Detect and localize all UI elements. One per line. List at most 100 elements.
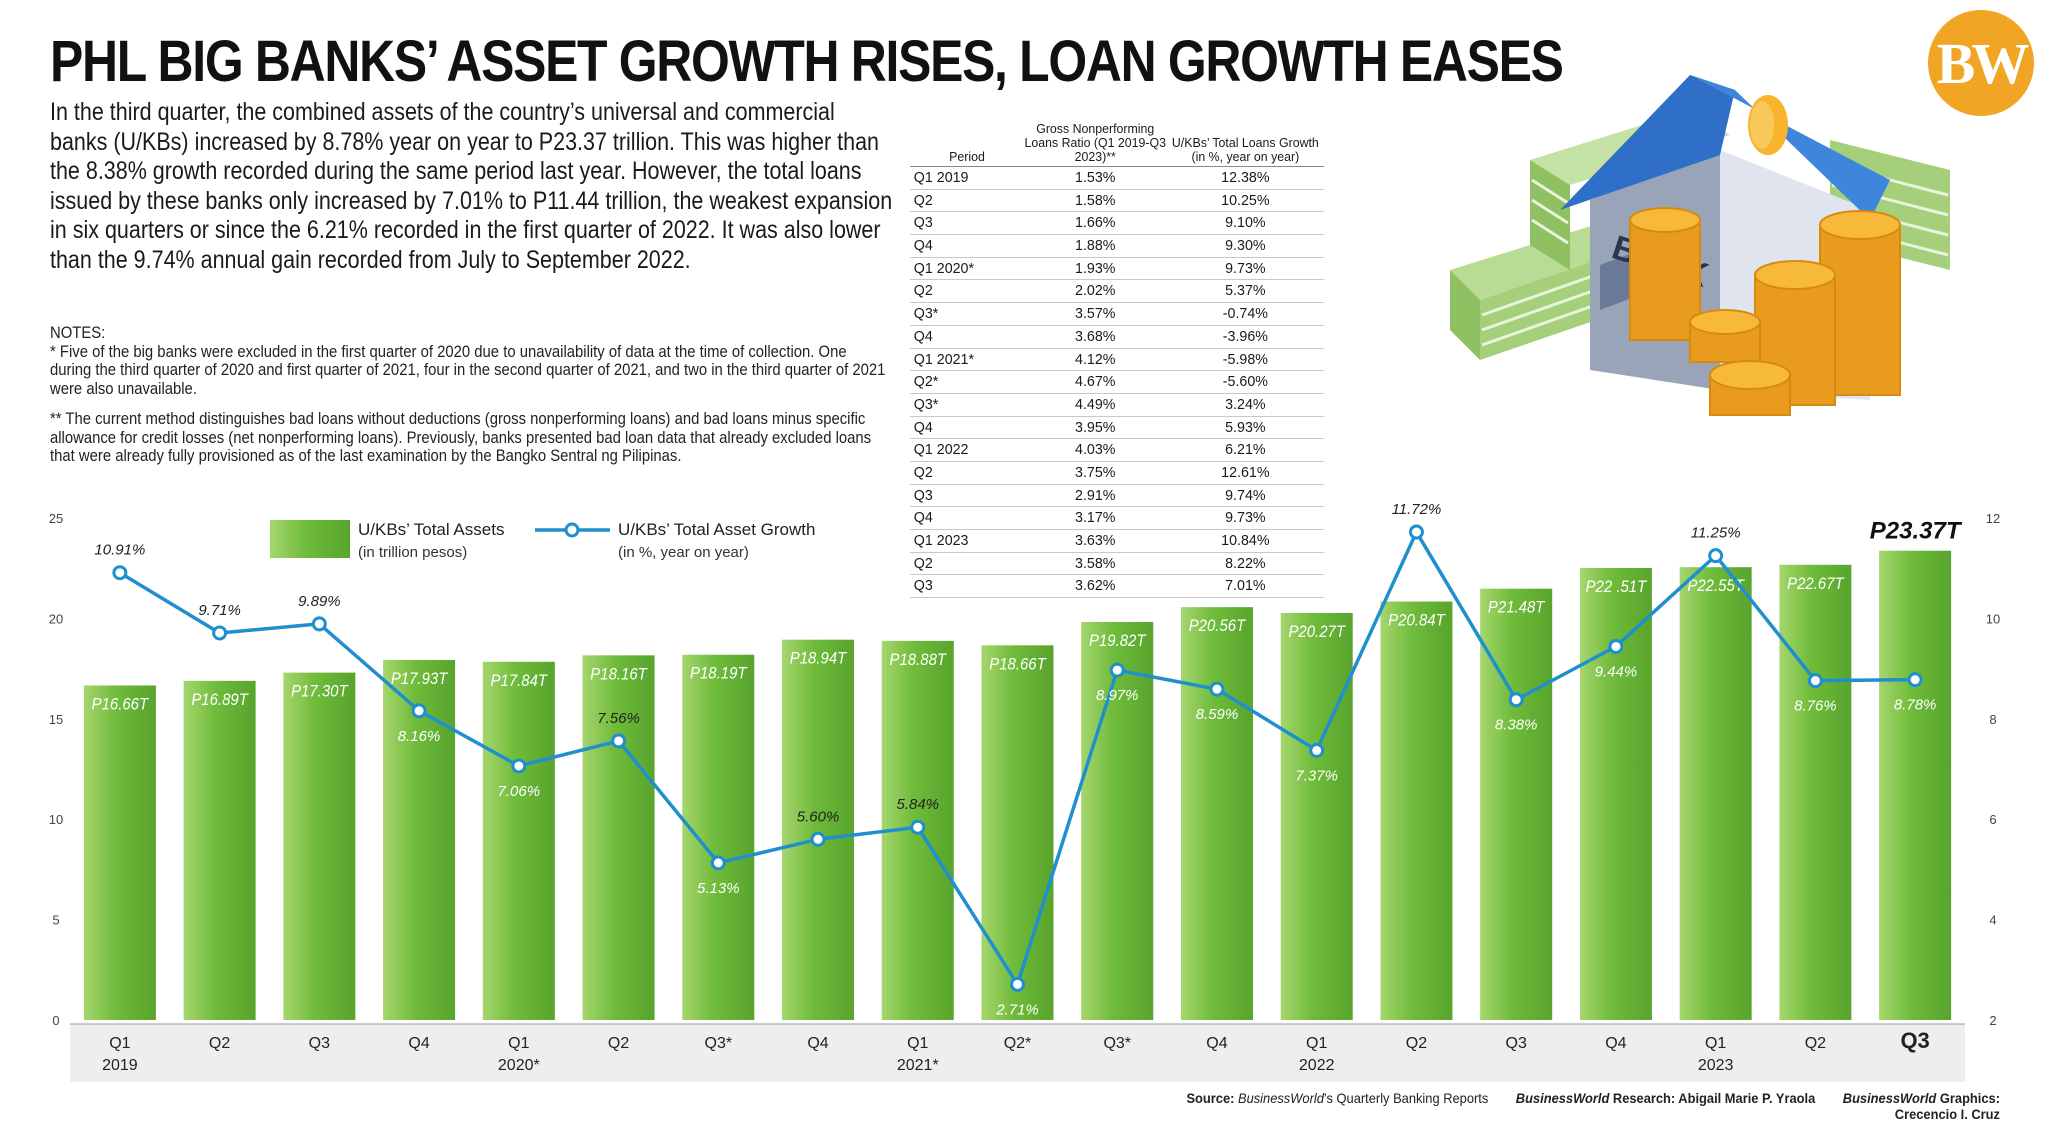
bar — [1280, 612, 1353, 1020]
bar — [83, 685, 156, 1020]
table-cell-period: Q2* — [913, 373, 939, 391]
growth-value-label: 5.84% — [896, 796, 939, 813]
table-cell-period: Q2 — [913, 554, 933, 572]
note-2: ** The current method distinguishes bad … — [50, 410, 872, 465]
growth-value-label: 2.71% — [995, 1001, 1039, 1018]
x-tick-label: Q1 — [1306, 1035, 1327, 1052]
bar-value-label: P22.67T — [1787, 575, 1845, 593]
legend-line-label: U/KBs’ Total Asset Growth — [618, 520, 815, 539]
bar-value-label: P19.82T — [1089, 632, 1147, 650]
table-header-loans: U/KBs’ Total Loans Growth (in %, year on… — [1171, 135, 1319, 164]
table-row: Q3* 3.57% -0.74% — [910, 303, 1325, 326]
x-tick-label: Q1 — [1705, 1035, 1726, 1052]
growth-value-label: 11.25% — [1691, 525, 1741, 542]
growth-value-label: 8.76% — [1794, 698, 1837, 715]
table-cell-period: Q1 2021* — [913, 350, 975, 368]
table-row: Q2 1.58% 10.25% — [910, 190, 1325, 213]
bar-value-label: P18.94T — [790, 650, 848, 668]
y-left-tick-label: 10 — [49, 812, 63, 827]
table-cell-loans: 12.38% — [1221, 169, 1270, 186]
growth-point — [212, 625, 228, 641]
legend-line-marker — [564, 522, 580, 538]
x-tick-year-label: 2019 — [102, 1057, 138, 1074]
x-tick-label: Q4 — [1206, 1035, 1227, 1052]
bar — [682, 654, 755, 1020]
growth-value-label: 5.60% — [797, 808, 840, 825]
table-cell-period: Q3 — [913, 486, 933, 504]
x-tick-year-label: 2023 — [1698, 1057, 1734, 1074]
growth-value-label: 11.72% — [1392, 501, 1442, 518]
table-cell-npl: 3.95% — [1075, 418, 1116, 436]
growth-point — [1010, 976, 1025, 992]
bar — [1380, 601, 1453, 1020]
growth-value-label: 8.16% — [398, 728, 441, 745]
table-cell-npl: 2.91% — [1075, 486, 1116, 504]
notes: NOTES: * Five of the big banks were excl… — [50, 324, 887, 478]
x-tick-label: Q4 — [408, 1035, 429, 1052]
table-cell-loans: 7.01% — [1225, 577, 1266, 595]
table-cell-npl: 4.49% — [1075, 395, 1116, 413]
y-left-tick-label: 20 — [49, 611, 63, 626]
table-row: Q1 2020* 1.93% 9.73% — [910, 258, 1325, 281]
bar-value-label: P20.56T — [1189, 617, 1247, 635]
growth-value-label: 5.13% — [697, 880, 740, 897]
table-header: Period Gross Nonperforming Loans Ratio (… — [910, 108, 1325, 167]
table-cell-loans: -3.96% — [1222, 327, 1268, 345]
x-tick-label: Q2 — [209, 1035, 230, 1052]
table-header-period: Period — [949, 149, 985, 164]
table-cell-npl: 3.57% — [1075, 305, 1116, 323]
growth-point — [611, 733, 627, 749]
y-left-tick-label: 25 — [49, 511, 63, 526]
bar — [482, 661, 555, 1020]
businessworld-logo: BW — [1928, 10, 2034, 116]
bar-value-label: P20.84T — [1388, 612, 1446, 630]
growth-point — [1907, 672, 1923, 688]
graphics-text: Graphics: Crecencio I. Cruz — [1894, 1090, 2000, 1122]
growth-point — [1608, 639, 1624, 655]
table-cell-loans: 9.10% — [1225, 214, 1266, 232]
x-tick-label: Q3* — [705, 1035, 733, 1052]
x-tick-label: Q4 — [1605, 1035, 1626, 1052]
y-right-tick-label: 12 — [1986, 511, 2000, 526]
legend-bar-sub: (in trillion pesos) — [358, 544, 467, 561]
table-cell-loans: 3.24% — [1225, 395, 1266, 413]
source-text: ’s Quarterly Banking Reports — [1323, 1090, 1489, 1106]
table-cell-loans: 9.30% — [1225, 237, 1266, 255]
bar-value-label: P17.93T — [391, 670, 449, 688]
bar-value-label: P21.48T — [1488, 599, 1546, 617]
x-tick-label: Q2 — [1805, 1035, 1826, 1052]
x-tick-label: Q2 — [608, 1035, 629, 1052]
coin-stacks-icon — [1629, 207, 1901, 416]
table-cell-period: Q4 — [913, 418, 933, 436]
growth-value-label: 8.97% — [1096, 687, 1139, 704]
growth-point — [511, 758, 527, 774]
bar-value-label-final: P23.37T — [1870, 518, 1963, 545]
x-tick-label: Q3 — [309, 1035, 330, 1052]
bar — [782, 639, 855, 1020]
table-cell-npl: 4.67% — [1075, 373, 1116, 391]
growth-point — [311, 616, 327, 632]
table-cell-loans: 9.73% — [1225, 259, 1266, 277]
y-right-tick-label: 10 — [1986, 611, 2000, 626]
bar — [1480, 588, 1553, 1020]
table-cell-period: Q1 2020* — [913, 259, 975, 277]
table-cell-loans: -5.98% — [1222, 350, 1268, 368]
bar-value-label: P16.89T — [191, 691, 249, 709]
table-cell-period: Q1 2023 — [913, 532, 969, 549]
table-cell-npl: 1.58% — [1075, 191, 1116, 209]
y-right-tick-label: 4 — [1989, 913, 1996, 928]
growth-point — [1209, 681, 1225, 697]
growth-point — [112, 565, 128, 581]
table-cell-npl: 1.88% — [1075, 237, 1116, 255]
growth-point — [1408, 524, 1424, 540]
growth-point — [710, 855, 726, 871]
bar-value-label: P22.55T — [1687, 577, 1745, 595]
table-row: Q1 2021* 4.12% -5.98% — [910, 349, 1325, 372]
x-tick-label: Q3* — [1103, 1035, 1131, 1052]
growth-line — [118, 530, 1916, 987]
x-tick-label: Q1 — [907, 1035, 928, 1052]
x-tick-year-label: 2021* — [897, 1057, 939, 1074]
bar — [981, 645, 1054, 1020]
table-cell-period: Q3* — [913, 395, 939, 413]
table-cell-period: Q2 — [913, 191, 933, 209]
